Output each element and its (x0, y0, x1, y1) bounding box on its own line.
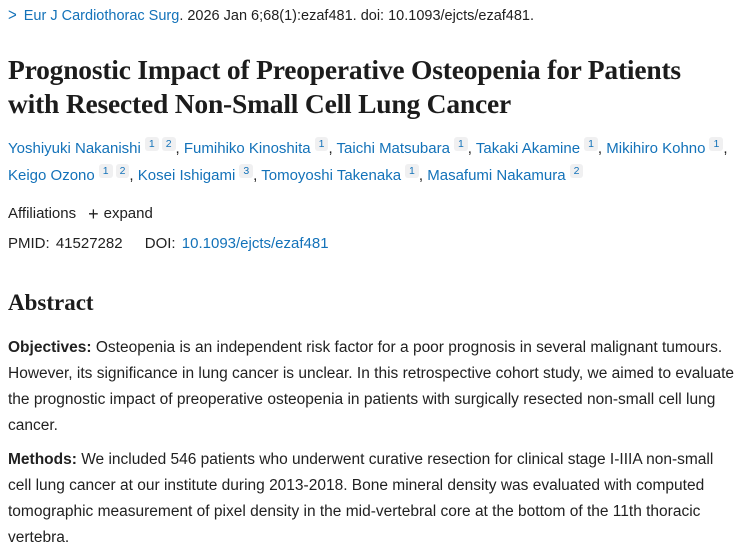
identifiers-row: PMID: 41527282 DOI: 10.1093/ejcts/ezaf48… (8, 234, 742, 254)
pmid-label: PMID: (8, 235, 50, 252)
plus-icon: + (88, 204, 99, 224)
citation-text: . 2026 Jan 6;68(1):ezaf481. doi: 10.1093… (179, 8, 535, 24)
abstract-section-label: Methods: (8, 451, 77, 468)
authors-list: Yoshiyuki Nakanishi 1 2, Fumihiko Kinoshit… (8, 135, 742, 189)
author-link[interactable]: Takaki Akamine (475, 140, 581, 157)
author-link[interactable]: Mikihiro Kohno (606, 140, 706, 157)
author-separator: , (467, 140, 476, 157)
author-link[interactable]: Tomoyoshi Takenaka (261, 167, 402, 184)
affiliation-superscript[interactable]: 1 (584, 137, 598, 151)
expand-affiliations-button[interactable]: + expand (88, 203, 153, 225)
affiliation-superscript[interactable]: 1 (405, 164, 419, 178)
affiliation-superscript[interactable]: 2 (161, 137, 176, 151)
affiliation-superscript[interactable]: 3 (239, 164, 254, 178)
author-link[interactable]: Masafumi Nakamura (427, 167, 566, 184)
pmid-value: 41527282 (55, 235, 123, 252)
chevron-right-icon: > (8, 5, 17, 26)
author-separator: , (328, 140, 337, 157)
author-link[interactable]: Keigo Ozono (8, 167, 95, 184)
author-separator: , (723, 140, 728, 157)
affiliation-superscript[interactable]: 2 (569, 164, 584, 178)
doi-link[interactable]: 10.1093/ejcts/ezaf481 (181, 235, 329, 252)
author-separator: , (418, 167, 428, 184)
author-link[interactable]: Kosei Ishigami (137, 167, 236, 184)
abstract-section-label: Objectives: (8, 339, 92, 356)
abstract-body: Objectives: Osteopenia is an independent… (8, 335, 742, 551)
author-separator: , (597, 140, 607, 157)
affiliation-superscript[interactable]: 1 (98, 164, 113, 178)
affiliations-label: Affiliations (8, 205, 77, 222)
journal-link[interactable]: Eur J Cardiothorac Surg (23, 8, 180, 24)
author-link[interactable]: Taichi Matsubara (336, 140, 450, 157)
abstract-paragraph: Methods: We included 546 patients who un… (8, 447, 740, 551)
affiliation-superscript[interactable]: 2 (115, 164, 130, 178)
breadcrumb: > Eur J Cardiothorac Surg. 2026 Jan 6;68(… (8, 6, 742, 26)
expand-label: expand (103, 205, 153, 222)
abstract-paragraph: Objectives: Osteopenia is an independent… (8, 335, 740, 439)
affiliation-superscript[interactable]: 1 (709, 137, 724, 151)
affiliation-superscript[interactable]: 1 (144, 137, 159, 151)
abstract-section-text: Osteopenia is an independent risk factor… (8, 339, 734, 434)
article-title: Prognostic Impact of Preoperative Osteop… (8, 54, 681, 119)
author-separator: , (253, 167, 262, 184)
affiliations-row: Affiliations + expand (8, 203, 742, 225)
author-link[interactable]: Fumihiko Kinoshita (183, 140, 311, 157)
author-separator: , (129, 167, 138, 184)
abstract-section-text: We included 546 patients who underwent c… (8, 451, 714, 546)
affiliation-superscript[interactable]: 1 (453, 137, 468, 151)
abstract-heading: Abstract (8, 290, 94, 315)
affiliation-superscript[interactable]: 1 (314, 137, 329, 151)
author-separator: , (175, 140, 184, 157)
doi-label: DOI: (144, 235, 176, 252)
author-link[interactable]: Yoshiyuki Nakanishi (8, 140, 141, 157)
